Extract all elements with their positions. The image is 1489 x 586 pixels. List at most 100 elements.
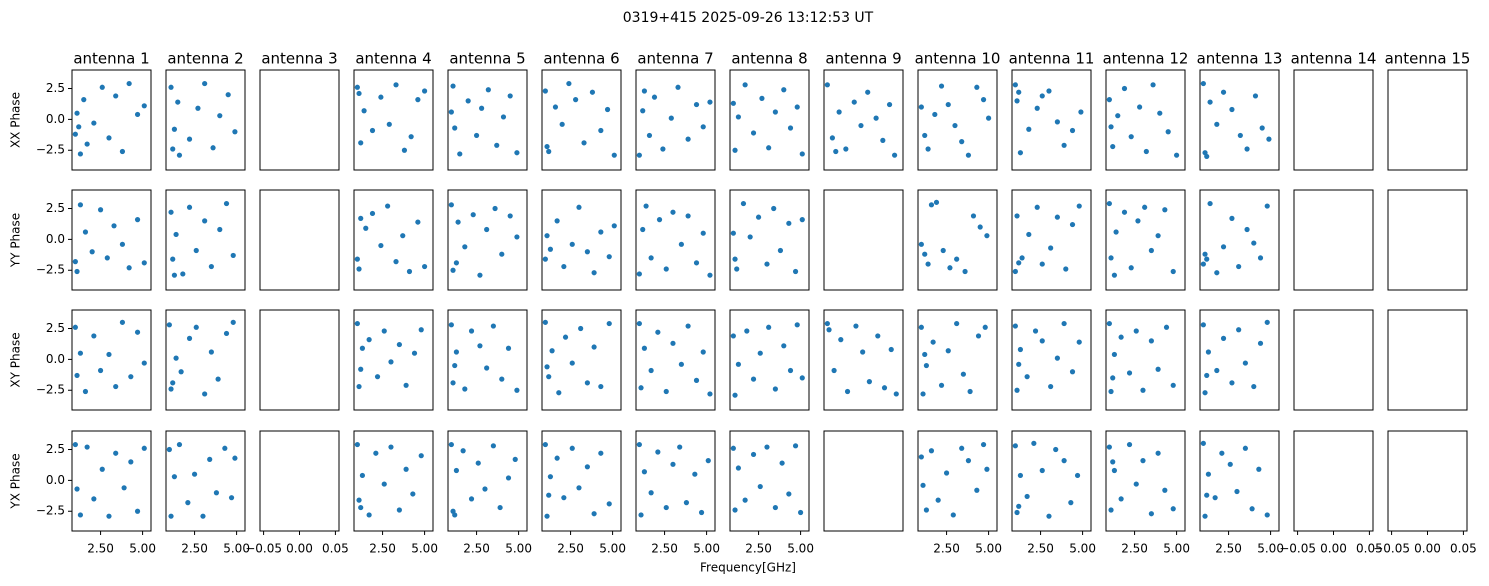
point bbox=[202, 391, 208, 397]
point bbox=[1256, 466, 1262, 472]
panel-frame bbox=[541, 430, 622, 532]
point bbox=[824, 320, 830, 327]
point bbox=[750, 130, 757, 136]
point bbox=[578, 325, 584, 332]
point bbox=[648, 255, 654, 261]
panel-frame bbox=[1105, 189, 1186, 291]
point bbox=[1017, 150, 1024, 156]
point bbox=[1110, 375, 1116, 381]
point bbox=[208, 349, 214, 355]
point bbox=[1264, 203, 1270, 209]
point bbox=[1031, 440, 1037, 446]
point bbox=[922, 351, 928, 358]
point bbox=[1017, 346, 1024, 353]
point bbox=[1204, 256, 1210, 262]
point bbox=[170, 146, 176, 152]
point bbox=[1024, 374, 1030, 380]
point bbox=[755, 214, 762, 220]
point bbox=[1014, 387, 1020, 393]
point bbox=[72, 441, 78, 448]
point bbox=[128, 459, 134, 465]
point bbox=[119, 319, 126, 325]
point bbox=[1126, 370, 1133, 376]
point bbox=[1069, 369, 1076, 375]
point bbox=[359, 472, 366, 479]
point bbox=[91, 496, 97, 502]
panel-title: antenna 9 bbox=[825, 50, 901, 68]
point bbox=[1214, 270, 1220, 276]
x-tick-label: 2.50 bbox=[1121, 542, 1148, 556]
point bbox=[82, 229, 89, 235]
point bbox=[170, 256, 176, 262]
y-axis-label: XY Phase bbox=[9, 332, 23, 387]
point bbox=[1046, 513, 1052, 519]
point bbox=[366, 512, 372, 518]
panel-frame bbox=[1387, 309, 1468, 411]
point bbox=[772, 109, 778, 115]
y-tick-label: 2.5 bbox=[46, 201, 65, 215]
point bbox=[1137, 104, 1143, 110]
point bbox=[1115, 113, 1121, 119]
point bbox=[772, 504, 778, 511]
point bbox=[1110, 459, 1116, 465]
point bbox=[141, 260, 147, 266]
point bbox=[670, 209, 676, 215]
panel-title: antenna 4 bbox=[355, 50, 431, 68]
point bbox=[1155, 233, 1161, 239]
point bbox=[455, 219, 461, 225]
point bbox=[1039, 467, 1045, 474]
point bbox=[356, 90, 362, 97]
x-tick-label: 5.00 bbox=[1257, 542, 1284, 556]
panel-frame bbox=[1011, 189, 1092, 291]
point bbox=[655, 449, 661, 455]
point bbox=[636, 152, 642, 158]
point bbox=[1076, 339, 1082, 345]
point bbox=[514, 387, 520, 393]
point bbox=[1200, 322, 1206, 328]
point bbox=[945, 101, 951, 108]
panel-frame bbox=[1293, 69, 1374, 171]
x-tick-label: 5.00 bbox=[411, 542, 438, 556]
point bbox=[962, 268, 968, 275]
point bbox=[932, 111, 938, 118]
point bbox=[400, 233, 406, 239]
x-tick-label: 2.50 bbox=[745, 542, 772, 556]
panel-frame bbox=[165, 69, 246, 171]
point bbox=[448, 322, 454, 328]
point bbox=[193, 247, 199, 254]
point bbox=[670, 461, 676, 467]
y-tick-label: −2.5 bbox=[36, 263, 65, 277]
x-tick-label: 5.00 bbox=[223, 542, 250, 556]
x-tick-label: 5.00 bbox=[505, 542, 532, 556]
point bbox=[89, 249, 95, 255]
point bbox=[1204, 153, 1210, 160]
point bbox=[569, 360, 575, 366]
point bbox=[1162, 207, 1168, 213]
point bbox=[393, 82, 399, 88]
point bbox=[853, 323, 859, 329]
point bbox=[598, 127, 604, 134]
point bbox=[732, 147, 738, 153]
point bbox=[945, 348, 951, 354]
point bbox=[1170, 382, 1176, 388]
point bbox=[700, 124, 706, 130]
point bbox=[692, 471, 698, 477]
point bbox=[918, 104, 924, 110]
point bbox=[663, 504, 669, 511]
point bbox=[922, 132, 928, 139]
point bbox=[1014, 509, 1020, 516]
point bbox=[363, 225, 369, 231]
point bbox=[492, 205, 498, 212]
point bbox=[611, 152, 617, 158]
point bbox=[230, 319, 236, 325]
point bbox=[959, 139, 965, 145]
point bbox=[450, 83, 456, 89]
point bbox=[685, 136, 691, 142]
point bbox=[1148, 511, 1154, 517]
point bbox=[1257, 340, 1264, 346]
point bbox=[111, 223, 117, 229]
point bbox=[354, 84, 360, 90]
point bbox=[421, 263, 428, 270]
point bbox=[1106, 200, 1112, 207]
point bbox=[1202, 251, 1208, 257]
